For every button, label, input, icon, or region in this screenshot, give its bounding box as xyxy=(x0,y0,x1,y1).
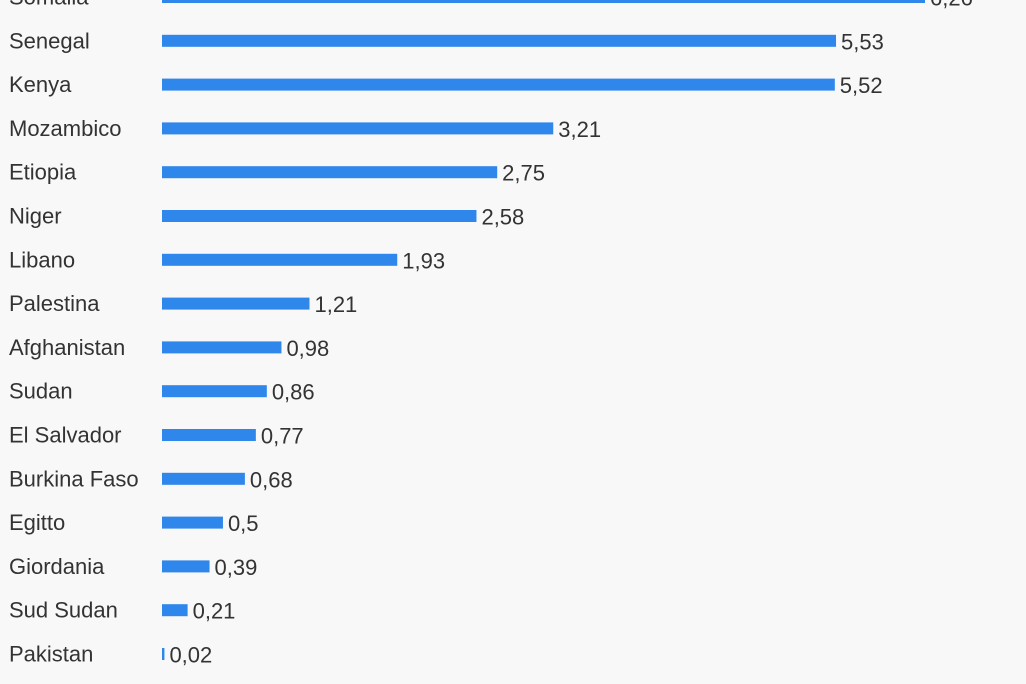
category-label: Burkina Faso xyxy=(9,466,139,491)
value-label: 0,02 xyxy=(169,643,212,668)
bar xyxy=(162,648,165,660)
value-label: 0,98 xyxy=(286,336,329,361)
bar-row: Pakistan 0,02 xyxy=(9,642,212,668)
bar-row: Sud Sudan 0,21 xyxy=(9,598,235,624)
bar xyxy=(162,78,835,91)
value-label: 0,68 xyxy=(250,467,293,492)
bar xyxy=(162,516,223,529)
bar xyxy=(162,341,282,354)
value-label: 5,52 xyxy=(840,73,883,98)
bar-row: Afghanistan 0,98 xyxy=(9,335,329,361)
bar-row: Mozambico 3,21 xyxy=(9,116,601,142)
category-label: Kenya xyxy=(9,72,72,97)
category-label: Senegal xyxy=(9,28,90,53)
bar-row: Somalia 6,26 xyxy=(9,0,973,11)
bar xyxy=(162,604,188,617)
bar-row: Egitto 0,5 xyxy=(9,510,259,536)
bar-row: Etiopia 2,75 xyxy=(9,160,545,186)
category-label: El Salvador xyxy=(9,423,122,448)
category-label: Palestina xyxy=(9,291,100,316)
bar-row: Senegal 5,53 xyxy=(9,28,884,54)
bar-row: Libano 1,93 xyxy=(9,247,445,273)
value-label: 2,75 xyxy=(502,161,545,186)
category-label: Etiopia xyxy=(9,160,77,185)
value-label: 0,5 xyxy=(228,511,259,536)
category-label: Giordania xyxy=(9,554,105,579)
value-label: 0,21 xyxy=(193,599,236,624)
bar xyxy=(162,385,267,398)
bar xyxy=(162,429,256,441)
bar-row: Niger 2,58 xyxy=(9,204,524,230)
category-label: Pakistan xyxy=(9,642,93,667)
bar-row: Palestina 1,21 xyxy=(9,291,357,317)
category-label: Somalia xyxy=(9,0,89,10)
bar-row: Kenya 5,52 xyxy=(9,72,883,98)
value-label: 1,93 xyxy=(402,248,445,273)
category-label: Mozambico xyxy=(9,116,121,141)
category-label: Sud Sudan xyxy=(9,598,118,623)
value-label: 3,21 xyxy=(558,117,601,142)
value-label: 5,53 xyxy=(841,29,884,54)
category-label: Afghanistan xyxy=(9,335,125,360)
bar-row: Sudan 0,86 xyxy=(9,379,315,405)
category-label: Niger xyxy=(9,204,62,229)
bar xyxy=(162,34,837,47)
value-label: 0,86 xyxy=(272,380,315,405)
bar xyxy=(162,297,310,310)
category-label: Sudan xyxy=(9,379,73,404)
value-label: 0,77 xyxy=(261,424,304,449)
category-label: Libano xyxy=(9,247,75,272)
value-label: 6,26 xyxy=(930,0,973,11)
value-label: 0,39 xyxy=(215,555,258,580)
value-label: 2,58 xyxy=(481,205,524,230)
bar xyxy=(162,253,398,266)
bar-row: El Salvador 0,77 xyxy=(9,423,304,449)
bar-row: Burkina Faso 0,68 xyxy=(9,466,293,492)
category-label: Egitto xyxy=(9,510,65,535)
bar xyxy=(162,0,925,3)
bar xyxy=(162,122,554,135)
bar xyxy=(162,472,245,485)
bar xyxy=(162,560,210,573)
value-label: 1,21 xyxy=(314,292,357,317)
bar-row: Giordania 0,39 xyxy=(9,554,257,580)
bar xyxy=(162,210,477,222)
bar xyxy=(162,166,498,179)
